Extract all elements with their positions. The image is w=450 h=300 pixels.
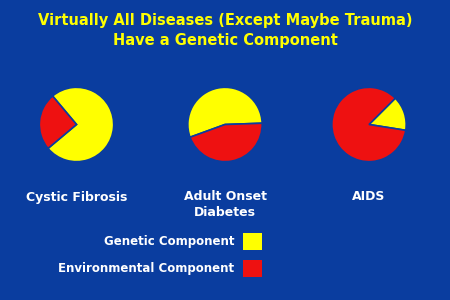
Wedge shape bbox=[369, 98, 406, 130]
Text: AIDS: AIDS bbox=[352, 190, 386, 203]
Text: Virtually All Diseases (Except Maybe Trauma)
Have a Genetic Component: Virtually All Diseases (Except Maybe Tra… bbox=[38, 14, 412, 48]
Text: Adult Onset
Diabetes: Adult Onset Diabetes bbox=[184, 190, 266, 218]
Text: Environmental Component: Environmental Component bbox=[58, 262, 234, 275]
Wedge shape bbox=[39, 96, 76, 148]
Wedge shape bbox=[332, 87, 406, 162]
Wedge shape bbox=[48, 87, 114, 162]
FancyBboxPatch shape bbox=[243, 260, 262, 277]
Text: Genetic Component: Genetic Component bbox=[104, 235, 234, 248]
Wedge shape bbox=[190, 123, 262, 162]
Wedge shape bbox=[188, 87, 262, 137]
Text: Cystic Fibrosis: Cystic Fibrosis bbox=[26, 190, 127, 203]
FancyBboxPatch shape bbox=[243, 233, 262, 250]
